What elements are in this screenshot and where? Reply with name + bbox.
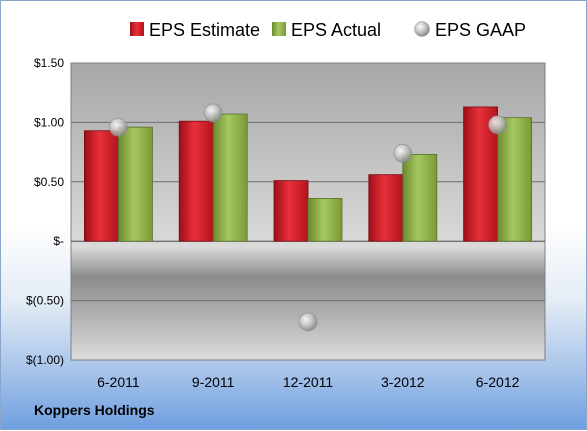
y-tick-label: $1.50 bbox=[34, 56, 64, 70]
x-axis-labels: 6-2011 9-2011 12-2011 3-2012 6-2012 bbox=[97, 374, 519, 390]
legend-swatch-actual bbox=[272, 22, 286, 36]
bar-eps-actual bbox=[497, 117, 533, 242]
y-axis-labels: $1.50 $1.00 $0.50 $- $(0.50) $(1.00) bbox=[26, 56, 64, 367]
bar-eps-estimate bbox=[368, 174, 404, 242]
bar-eps-actual bbox=[118, 126, 153, 242]
legend: EPS Estimate EPS Actual EPS GAAP bbox=[130, 20, 526, 40]
bar-eps-estimate bbox=[84, 130, 119, 242]
marker-eps-gaap bbox=[203, 103, 223, 123]
y-tick-label: $(1.00) bbox=[26, 353, 64, 367]
legend-item-estimate: EPS Estimate bbox=[130, 20, 260, 40]
x-tick-label: 3-2012 bbox=[381, 374, 425, 390]
bar-eps-actual bbox=[307, 198, 343, 242]
legend-swatch-estimate bbox=[130, 22, 144, 36]
y-tick-label: $1.00 bbox=[34, 115, 64, 129]
legend-label-actual: EPS Actual bbox=[291, 20, 381, 40]
bar-eps-actual bbox=[212, 113, 248, 242]
bar-eps-actual bbox=[402, 154, 438, 242]
legend-label-gaap: EPS GAAP bbox=[435, 20, 526, 40]
y-tick-label: $0.50 bbox=[34, 175, 64, 189]
x-tick-label: 12-2011 bbox=[283, 374, 334, 390]
x-tick-label: 9-2011 bbox=[192, 374, 235, 390]
marker-eps-gaap bbox=[109, 117, 128, 137]
marker-eps-gaap bbox=[488, 115, 507, 135]
marker-eps-gaap bbox=[298, 312, 318, 332]
legend-item-actual: EPS Actual bbox=[272, 20, 381, 40]
gaap-markers bbox=[109, 103, 507, 332]
company-name: Koppers Holdings bbox=[34, 402, 155, 418]
legend-label-estimate: EPS Estimate bbox=[149, 20, 260, 40]
x-tick-label: 6-2011 bbox=[97, 374, 140, 390]
marker-eps-gaap bbox=[393, 143, 413, 163]
bar-eps-estimate bbox=[273, 180, 309, 242]
bar-eps-estimate bbox=[178, 120, 214, 242]
legend-item-gaap: EPS GAAP bbox=[414, 20, 526, 40]
bars bbox=[84, 106, 533, 242]
y-tick-label: $- bbox=[53, 234, 64, 248]
x-tick-label: 6-2012 bbox=[476, 374, 520, 390]
legend-swatch-gaap bbox=[414, 21, 430, 37]
y-tick-label: $(0.50) bbox=[26, 294, 64, 308]
